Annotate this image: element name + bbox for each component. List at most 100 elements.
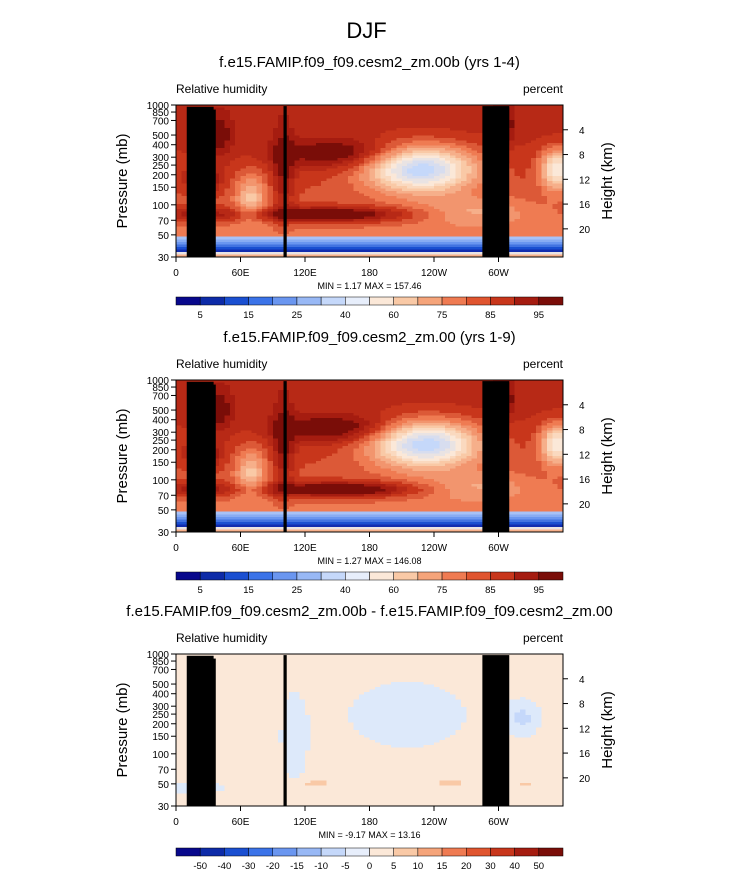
field-cell (353, 221, 360, 225)
field-cell (240, 203, 247, 207)
field-cell (224, 211, 231, 215)
field-cell (450, 132, 457, 136)
field-cell (278, 120, 285, 124)
field-cell (439, 110, 446, 114)
field-cell (331, 231, 338, 235)
field-cell (176, 221, 182, 225)
field-cell (541, 153, 548, 157)
field-cell (245, 203, 252, 207)
field-cell (428, 221, 435, 225)
colorbar-swatch (199, 296, 225, 306)
field-cell (331, 236, 338, 240)
field-cell (407, 150, 414, 154)
field-cell (396, 380, 403, 384)
field-cell (514, 140, 521, 144)
field-cell (536, 125, 543, 129)
field-cell (450, 251, 457, 256)
field-cell (251, 219, 258, 223)
field-cell (348, 221, 354, 225)
field-cell (235, 168, 242, 172)
field-cell (536, 201, 543, 205)
field-cell (412, 213, 419, 218)
field-cell (552, 203, 559, 207)
field-cell (262, 196, 268, 200)
field-cell (272, 122, 279, 126)
field-cell (514, 135, 521, 139)
field-cell (460, 127, 467, 131)
field-cell (444, 186, 451, 190)
field-cell (455, 186, 462, 190)
field-cell (471, 206, 478, 210)
field-cell (235, 193, 242, 197)
field-cell (541, 254, 548, 258)
field-cell (240, 191, 247, 195)
field-cell (525, 229, 532, 233)
field-cell (272, 160, 279, 164)
field-cell (229, 115, 236, 119)
field-cell (224, 132, 231, 136)
field-cell (509, 216, 516, 220)
field-cell (385, 145, 392, 149)
field-cell (396, 148, 403, 152)
field-cell (267, 178, 274, 182)
field-cell (374, 137, 381, 142)
field-cell (460, 140, 467, 144)
field-cell (546, 160, 553, 164)
field-cell (353, 140, 360, 144)
field-cell (374, 150, 381, 154)
field-cell (530, 127, 537, 131)
field-cell (428, 213, 435, 218)
field-cell (557, 140, 564, 144)
field-cell (460, 249, 467, 253)
field-cell (423, 203, 430, 207)
field-cell (509, 203, 516, 207)
pressure-tick-label: 700 (152, 116, 169, 127)
field-cell (439, 120, 446, 124)
field-cell (509, 244, 516, 248)
field-cell (466, 186, 473, 190)
field-cell (385, 173, 392, 177)
field-cell (245, 224, 252, 228)
field-cell (525, 213, 532, 218)
field-cell (380, 183, 387, 187)
field-cell (525, 234, 532, 238)
field-cell (353, 191, 360, 195)
field-cell (450, 117, 457, 121)
field-cell (181, 216, 188, 220)
field-cell (294, 143, 301, 147)
field-cell (423, 231, 430, 235)
field-cell (181, 213, 188, 218)
field-cell (374, 219, 381, 223)
field-cell (267, 145, 274, 149)
field-cell (520, 140, 526, 144)
field-cell (181, 221, 188, 225)
field-cell (369, 122, 376, 126)
field-cell (353, 143, 360, 147)
field-cell (557, 137, 564, 142)
field-cell (391, 137, 397, 142)
field-cell (224, 110, 231, 114)
field-cell (219, 125, 225, 129)
field-cell (380, 181, 387, 185)
field-cell (407, 229, 414, 233)
field-cell (385, 196, 392, 200)
field-cell (471, 132, 478, 136)
field-cell (321, 224, 328, 228)
field-cell (466, 206, 473, 210)
field-cell (294, 196, 301, 200)
field-cell (374, 115, 381, 119)
field-cell (267, 211, 274, 215)
pressure-tick-label: 300 (152, 153, 169, 164)
field-cell (455, 163, 462, 167)
field-cell (256, 203, 263, 207)
field-cell (240, 229, 247, 233)
field-cell (466, 203, 473, 207)
field-cell (272, 206, 279, 210)
field-cell (176, 137, 182, 142)
field-cell (326, 140, 333, 144)
field-cell (337, 241, 344, 245)
field-cell (272, 203, 279, 207)
field-cell (288, 130, 295, 134)
field-cell (434, 239, 440, 243)
field-cell (251, 251, 258, 256)
